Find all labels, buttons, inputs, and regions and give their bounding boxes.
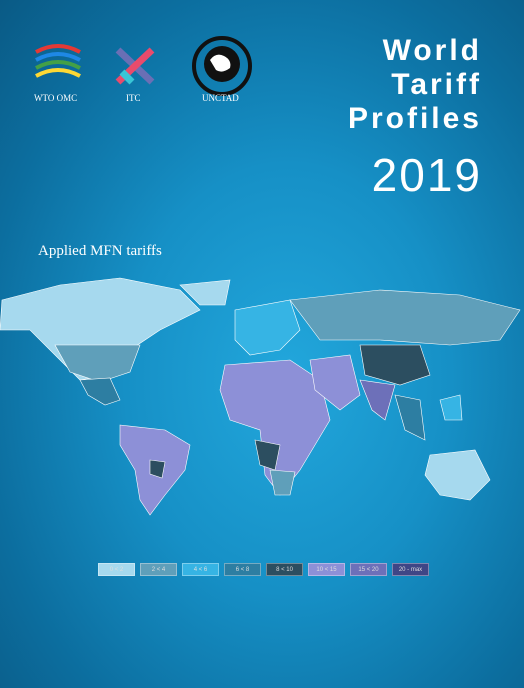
title-line: Tariff xyxy=(391,68,482,101)
itc-logo xyxy=(115,47,155,85)
wto-logo xyxy=(35,44,81,78)
subtitle: Applied MFN tariffs xyxy=(38,243,162,259)
legend-item: 8 < 10 xyxy=(266,563,303,576)
unctad-logo xyxy=(192,36,252,96)
logo-label: ITC xyxy=(126,93,141,103)
legend: 0 < 2 2 < 4 4 < 6 6 < 8 8 < 10 10 < 15 15 < 20… xyxy=(98,563,429,576)
legend-item: 4 < 6 xyxy=(182,563,219,576)
year: 2019 xyxy=(371,149,482,201)
title-line: World xyxy=(382,34,482,67)
legend-item: 20 - max xyxy=(392,563,429,576)
logo-label: WTO OMC xyxy=(34,93,78,103)
logo-label: UNCTAD xyxy=(202,93,239,103)
legend-item: 10 < 15 xyxy=(308,563,345,576)
legend-item: 15 < 20 xyxy=(350,563,387,576)
world-map xyxy=(0,277,521,516)
title-line: Profiles xyxy=(347,102,482,135)
legend-item: 2 < 4 xyxy=(140,563,177,576)
legend-item: 0 < 2 xyxy=(98,563,135,576)
legend-item: 6 < 8 xyxy=(224,563,261,576)
